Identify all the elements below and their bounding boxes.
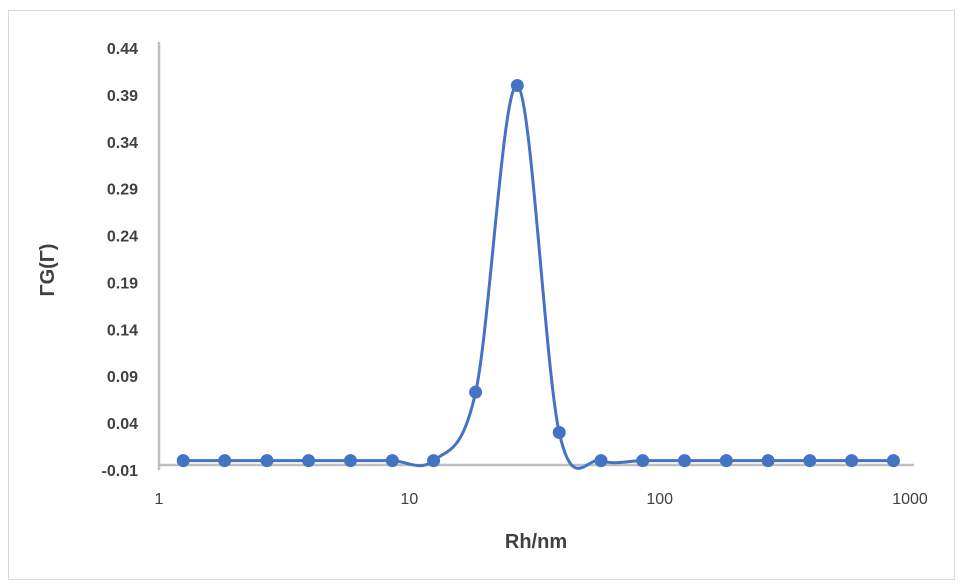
y-tick-label: 0.09 <box>107 369 138 386</box>
data-point <box>302 454 316 468</box>
data-point <box>343 454 357 468</box>
series-line <box>183 83 894 470</box>
y-tick-label: 0.39 <box>107 88 138 105</box>
data-point <box>427 454 441 468</box>
x-tick-label: 1 <box>155 491 164 508</box>
y-tick-label: 0.29 <box>107 182 138 199</box>
x-axis: 1 10 100 1000 <box>155 463 928 508</box>
x-tick-label: 10 <box>400 491 418 508</box>
data-point <box>510 79 524 93</box>
data-point <box>260 454 274 468</box>
data-point <box>469 385 483 399</box>
data-point <box>845 454 859 468</box>
x-tick-label: 100 <box>646 491 673 508</box>
y-tick-label: 0.14 <box>107 322 138 339</box>
data-point <box>761 454 775 468</box>
y-axis-title: ΓG(Γ) <box>37 244 59 297</box>
data-point <box>636 454 650 468</box>
data-point <box>886 454 900 468</box>
y-tick-label: -0.01 <box>102 463 139 480</box>
x-tick-label: 1000 <box>892 491 928 508</box>
data-point <box>678 454 692 468</box>
data-point <box>719 454 733 468</box>
chart-area <box>8 10 955 580</box>
y-tick-label: 0.19 <box>107 275 138 292</box>
data-point <box>385 454 399 468</box>
data-points <box>176 79 900 468</box>
data-point <box>552 425 566 439</box>
data-point <box>803 454 817 468</box>
y-tick-label: 0.04 <box>107 416 138 433</box>
data-point <box>594 454 608 468</box>
data-point <box>218 454 232 468</box>
y-tick-label: 0.44 <box>107 41 138 58</box>
y-tick-label: 0.34 <box>107 135 138 152</box>
y-tick-label: 0.24 <box>107 229 138 246</box>
y-axis: -0.01 0.04 0.09 0.14 0.19 0.24 0.29 0.34 0.39 0.4… <box>102 41 161 480</box>
smoothed-curve <box>183 83 894 470</box>
x-axis-title: Rh/nm <box>505 531 567 553</box>
data-point <box>176 454 190 468</box>
